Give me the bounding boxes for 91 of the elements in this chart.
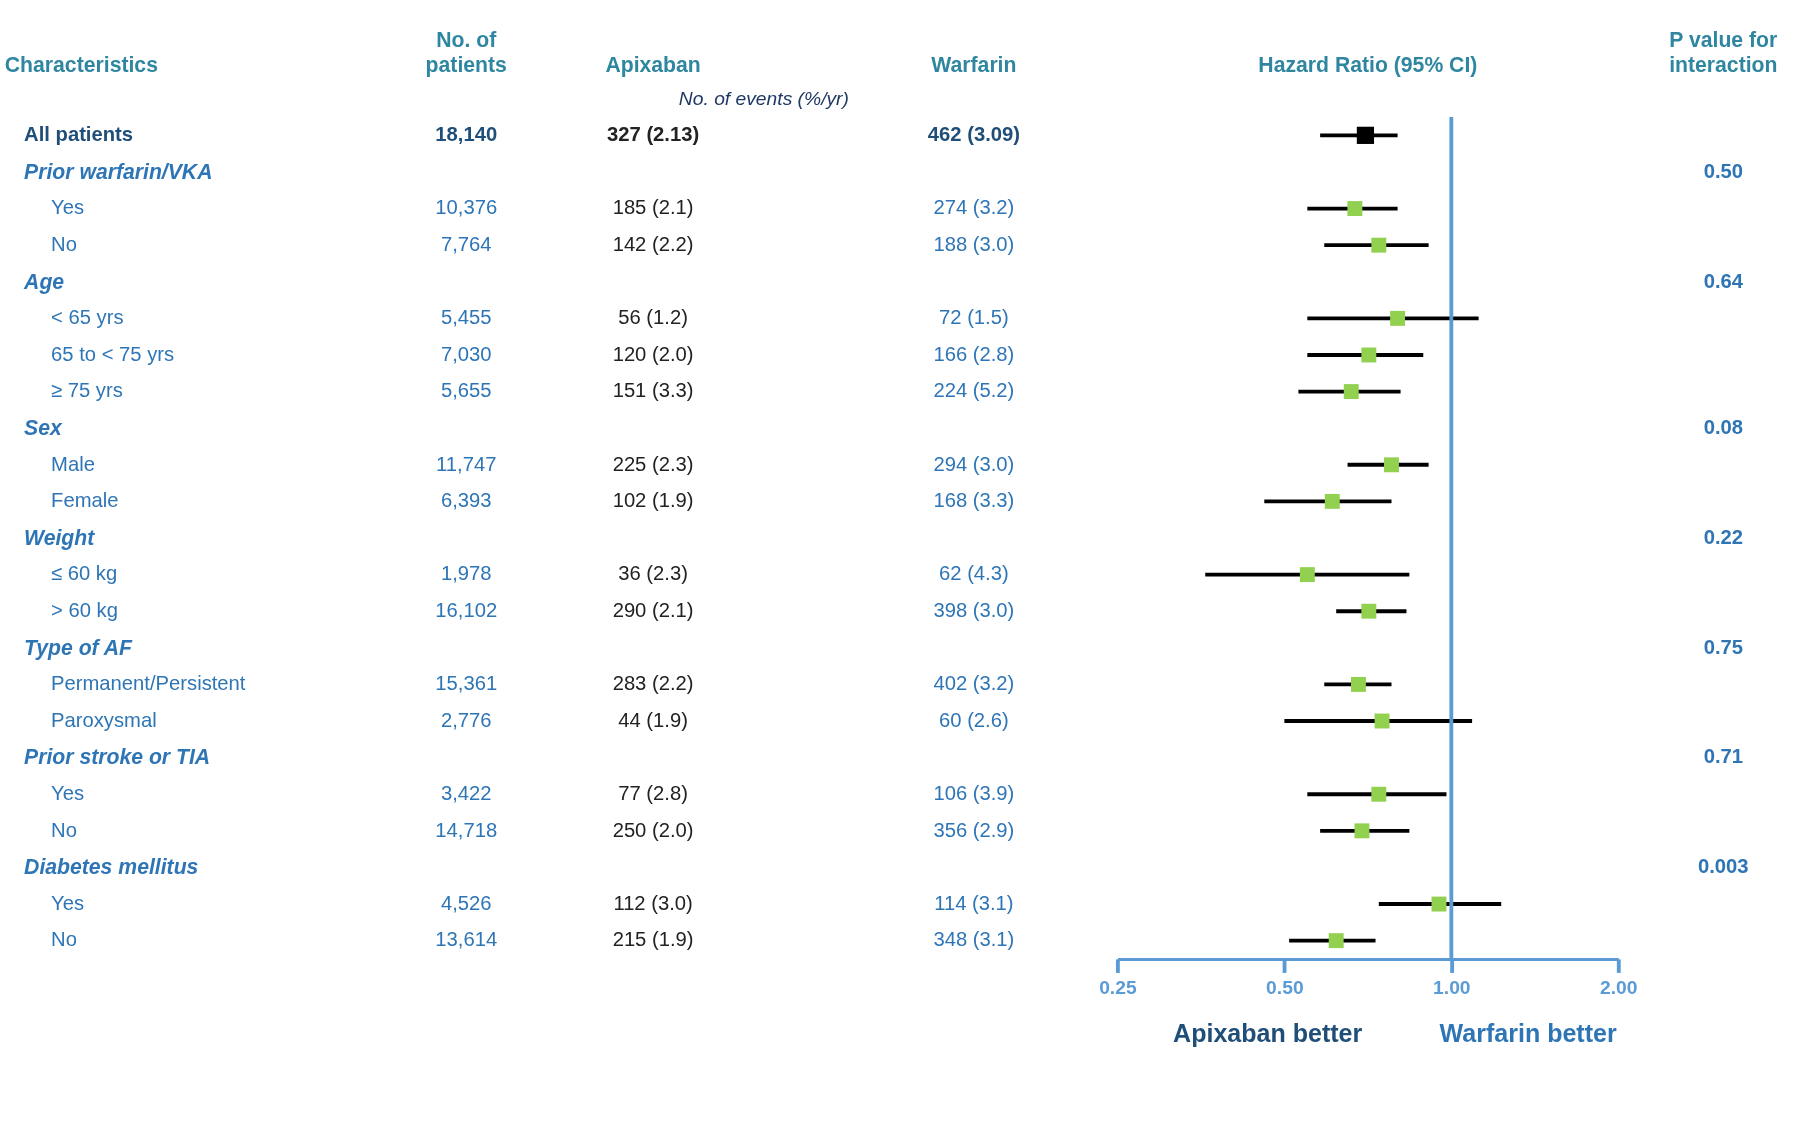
category-label: 3,422 <box>440 782 492 805</box>
text: Characteristics <box>4 52 158 76</box>
category-label: 462 (3.09) <box>927 123 1020 146</box>
category-label: 290 (2.1) <box>612 598 694 621</box>
category-label: 106 (3.9) <box>933 782 1015 805</box>
text: No. of events (%/yr) <box>678 87 849 109</box>
category-label: 7,030 <box>440 342 492 365</box>
category-label: > 60 kg <box>51 598 118 621</box>
category-label: Prior warfarin/VKA <box>24 159 213 183</box>
text: P value for interaction <box>1669 27 1778 76</box>
x-tick-label: 2.00 <box>1600 977 1638 999</box>
x-tick-label: 0.25 <box>1099 977 1137 999</box>
category-label: 5,655 <box>440 379 492 402</box>
category-label: 0.50 <box>1703 159 1743 182</box>
category-label: 0.08 <box>1703 415 1743 438</box>
category-label: 0.003 <box>1698 855 1749 878</box>
category-label: 18,140 <box>435 123 498 146</box>
category-label: Weight <box>24 525 96 550</box>
category-label: All patients <box>24 123 134 146</box>
category-label: 102 (1.9) <box>612 489 694 512</box>
category-label: No <box>51 232 77 255</box>
category-label: 120 (2.0) <box>612 342 694 365</box>
category-label: 398 (3.0) <box>933 598 1015 621</box>
category-label: 166 (2.8) <box>933 342 1015 365</box>
category-label: 4,526 <box>440 891 492 914</box>
category-label: 44 (1.9) <box>618 708 688 731</box>
category-label: 0.71 <box>1703 745 1743 768</box>
category-label: Yes <box>51 782 85 805</box>
category-label: 185 (2.1) <box>612 196 694 219</box>
category-label: 348 (3.1) <box>933 928 1015 951</box>
category-label: 65 to < 75 yrs <box>51 342 175 365</box>
category-label: 60 (2.6) <box>939 708 1009 731</box>
category-label: Male <box>51 452 95 475</box>
category-label: 62 (4.3) <box>939 562 1009 585</box>
category-label: 16,102 <box>435 598 498 621</box>
x-tick-label: 1.00 <box>1433 977 1471 999</box>
text: Warfarin better <box>1439 1018 1617 1047</box>
category-label: No <box>51 818 77 841</box>
category-label: 250 (2.0) <box>612 818 694 841</box>
category-label: 13,614 <box>435 928 498 951</box>
category-label: Type of AF <box>24 635 134 660</box>
category-label: 168 (3.3) <box>933 489 1015 512</box>
category-label: 402 (3.2) <box>933 672 1015 695</box>
category-label: 10,376 <box>435 196 498 219</box>
category-label: 327 (2.13) <box>607 123 700 146</box>
chart-title: Hazard Ratio (95% CI) <box>1258 52 1478 77</box>
category-label: 0.22 <box>1703 525 1743 548</box>
category-label: 294 (3.0) <box>933 452 1015 475</box>
category-label: ≤ 60 kg <box>51 562 118 585</box>
category-label: 77 (2.8) <box>618 782 688 805</box>
category-label: 72 (1.5) <box>939 306 1009 329</box>
category-label: 2,776 <box>440 708 492 731</box>
category-label: 5,455 <box>440 306 492 329</box>
category-label: < 65 yrs <box>51 306 124 329</box>
category-label: 0.75 <box>1703 635 1743 658</box>
category-label: 14,718 <box>435 818 498 841</box>
category-label: 112 (3.0) <box>613 891 693 914</box>
category-label: Yes <box>51 891 85 914</box>
category-label: 7,764 <box>440 232 492 255</box>
text: Apixaban <box>605 52 701 77</box>
category-label: Female <box>51 489 119 512</box>
text: Apixaban better <box>1173 1018 1363 1047</box>
category-label: Permanent/Persistent <box>51 672 246 695</box>
x-tick-label: 0.50 <box>1266 977 1304 999</box>
category-label: No <box>51 928 77 951</box>
text: Warfarin <box>931 52 1017 76</box>
category-label: 188 (3.0) <box>933 232 1015 255</box>
category-label: 225 (2.3) <box>612 452 694 475</box>
category-label: 1,978 <box>440 562 492 585</box>
category-label: Age <box>23 269 65 294</box>
category-label: Paroxysmal <box>51 708 157 731</box>
category-label: 274 (3.2) <box>933 196 1015 219</box>
category-label: 6,393 <box>440 489 492 512</box>
category-label: 56 (1.2) <box>618 306 688 329</box>
category-label: Sex <box>24 415 63 439</box>
category-label: 36 (2.3) <box>618 562 688 585</box>
category-label: ≥ 75 yrs <box>51 379 123 402</box>
category-label: 215 (1.9) <box>612 928 694 951</box>
text: No. of patients <box>425 27 507 77</box>
category-label: 224 (5.2) <box>933 379 1015 402</box>
category-label: Yes <box>51 196 85 219</box>
category-label: 11,747 <box>436 452 497 475</box>
category-label: 142 (2.2) <box>612 232 694 255</box>
category-label: 151 (3.3) <box>612 379 694 402</box>
category-label: Diabetes mellitus <box>24 855 199 879</box>
category-label: 15,361 <box>435 672 498 695</box>
category-label: Prior stroke or TIA <box>24 745 211 769</box>
category-label: 114 (3.1) <box>934 891 1014 914</box>
category-label: 356 (2.9) <box>933 818 1015 841</box>
category-label: 0.64 <box>1703 269 1744 292</box>
category-label: 283 (2.2) <box>612 672 694 695</box>
